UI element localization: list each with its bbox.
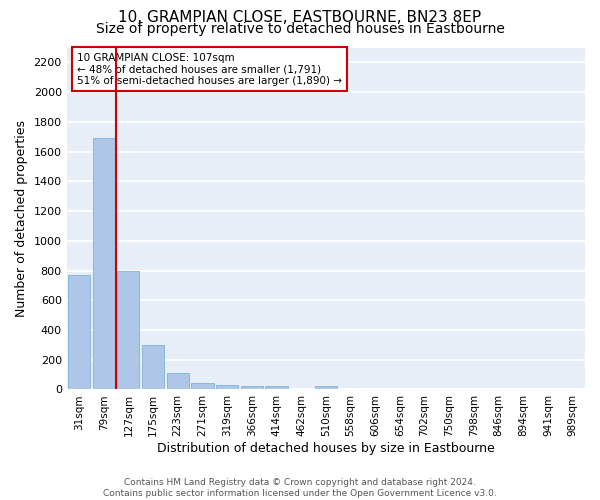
Text: 10 GRAMPIAN CLOSE: 107sqm
← 48% of detached houses are smaller (1,791)
51% of se: 10 GRAMPIAN CLOSE: 107sqm ← 48% of detac… — [77, 52, 342, 86]
Text: 10, GRAMPIAN CLOSE, EASTBOURNE, BN23 8EP: 10, GRAMPIAN CLOSE, EASTBOURNE, BN23 8EP — [118, 10, 482, 25]
X-axis label: Distribution of detached houses by size in Eastbourne: Distribution of detached houses by size … — [157, 442, 495, 455]
Bar — [315, 386, 337, 390]
Y-axis label: Number of detached properties: Number of detached properties — [15, 120, 28, 317]
Bar — [92, 138, 115, 390]
Bar — [117, 272, 139, 390]
Bar — [167, 373, 189, 390]
Bar — [241, 386, 263, 390]
Bar — [216, 385, 238, 390]
Text: Size of property relative to detached houses in Eastbourne: Size of property relative to detached ho… — [95, 22, 505, 36]
Bar — [142, 345, 164, 390]
Text: Contains HM Land Registry data © Crown copyright and database right 2024.
Contai: Contains HM Land Registry data © Crown c… — [103, 478, 497, 498]
Bar — [191, 383, 214, 390]
Bar — [265, 386, 287, 390]
Bar — [68, 275, 90, 390]
